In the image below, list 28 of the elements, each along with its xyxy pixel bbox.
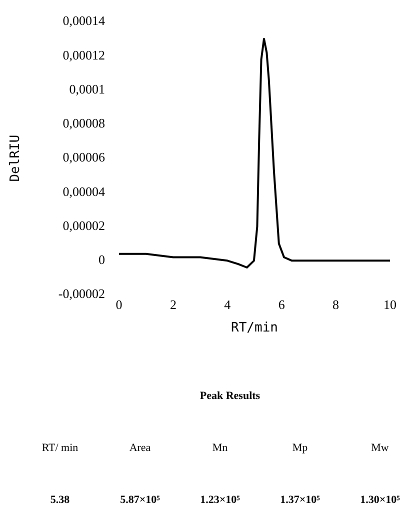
x-tick-label: 4 (224, 297, 232, 312)
x-tick-label: 8 (332, 297, 340, 312)
x-tick-label: 0 (116, 297, 122, 312)
y-axis-title: DelRIU (8, 134, 24, 182)
text: Area (128, 442, 152, 454)
text: 5.38 (49, 494, 71, 506)
text: Mn (211, 442, 229, 454)
y-tick-label: 0,00012 (62, 47, 105, 62)
y-tick-label: 0,00004 (62, 184, 106, 199)
text: 1.37×10⁵ (279, 494, 321, 506)
text: 1.23×10⁵ (199, 494, 241, 506)
y-tick-label: 0 (98, 252, 105, 268)
y-tick-label: -0,00002 (58, 286, 105, 302)
text: RT/ min (40, 442, 80, 454)
x-tick-label: 10 (384, 297, 396, 312)
y-tick-label: 0,00014 (62, 13, 106, 28)
x-axis-title: RT/min (231, 320, 278, 336)
y-tick-label: 0,0001 (69, 81, 105, 96)
text: Mp (291, 442, 309, 454)
y-tick-label: 0,00008 (62, 116, 105, 131)
text: 5.87×10⁵ (119, 494, 161, 506)
text: Mw (370, 442, 390, 454)
y-tick-label: 0,00002 (62, 218, 105, 233)
x-tick-label: 2 (170, 297, 176, 312)
y-tick-label: 0,00006 (62, 150, 106, 165)
x-tick-label: 6 (278, 297, 286, 312)
text: Peak Results (198, 390, 262, 402)
text: 1.30×10⁵ (359, 494, 401, 506)
